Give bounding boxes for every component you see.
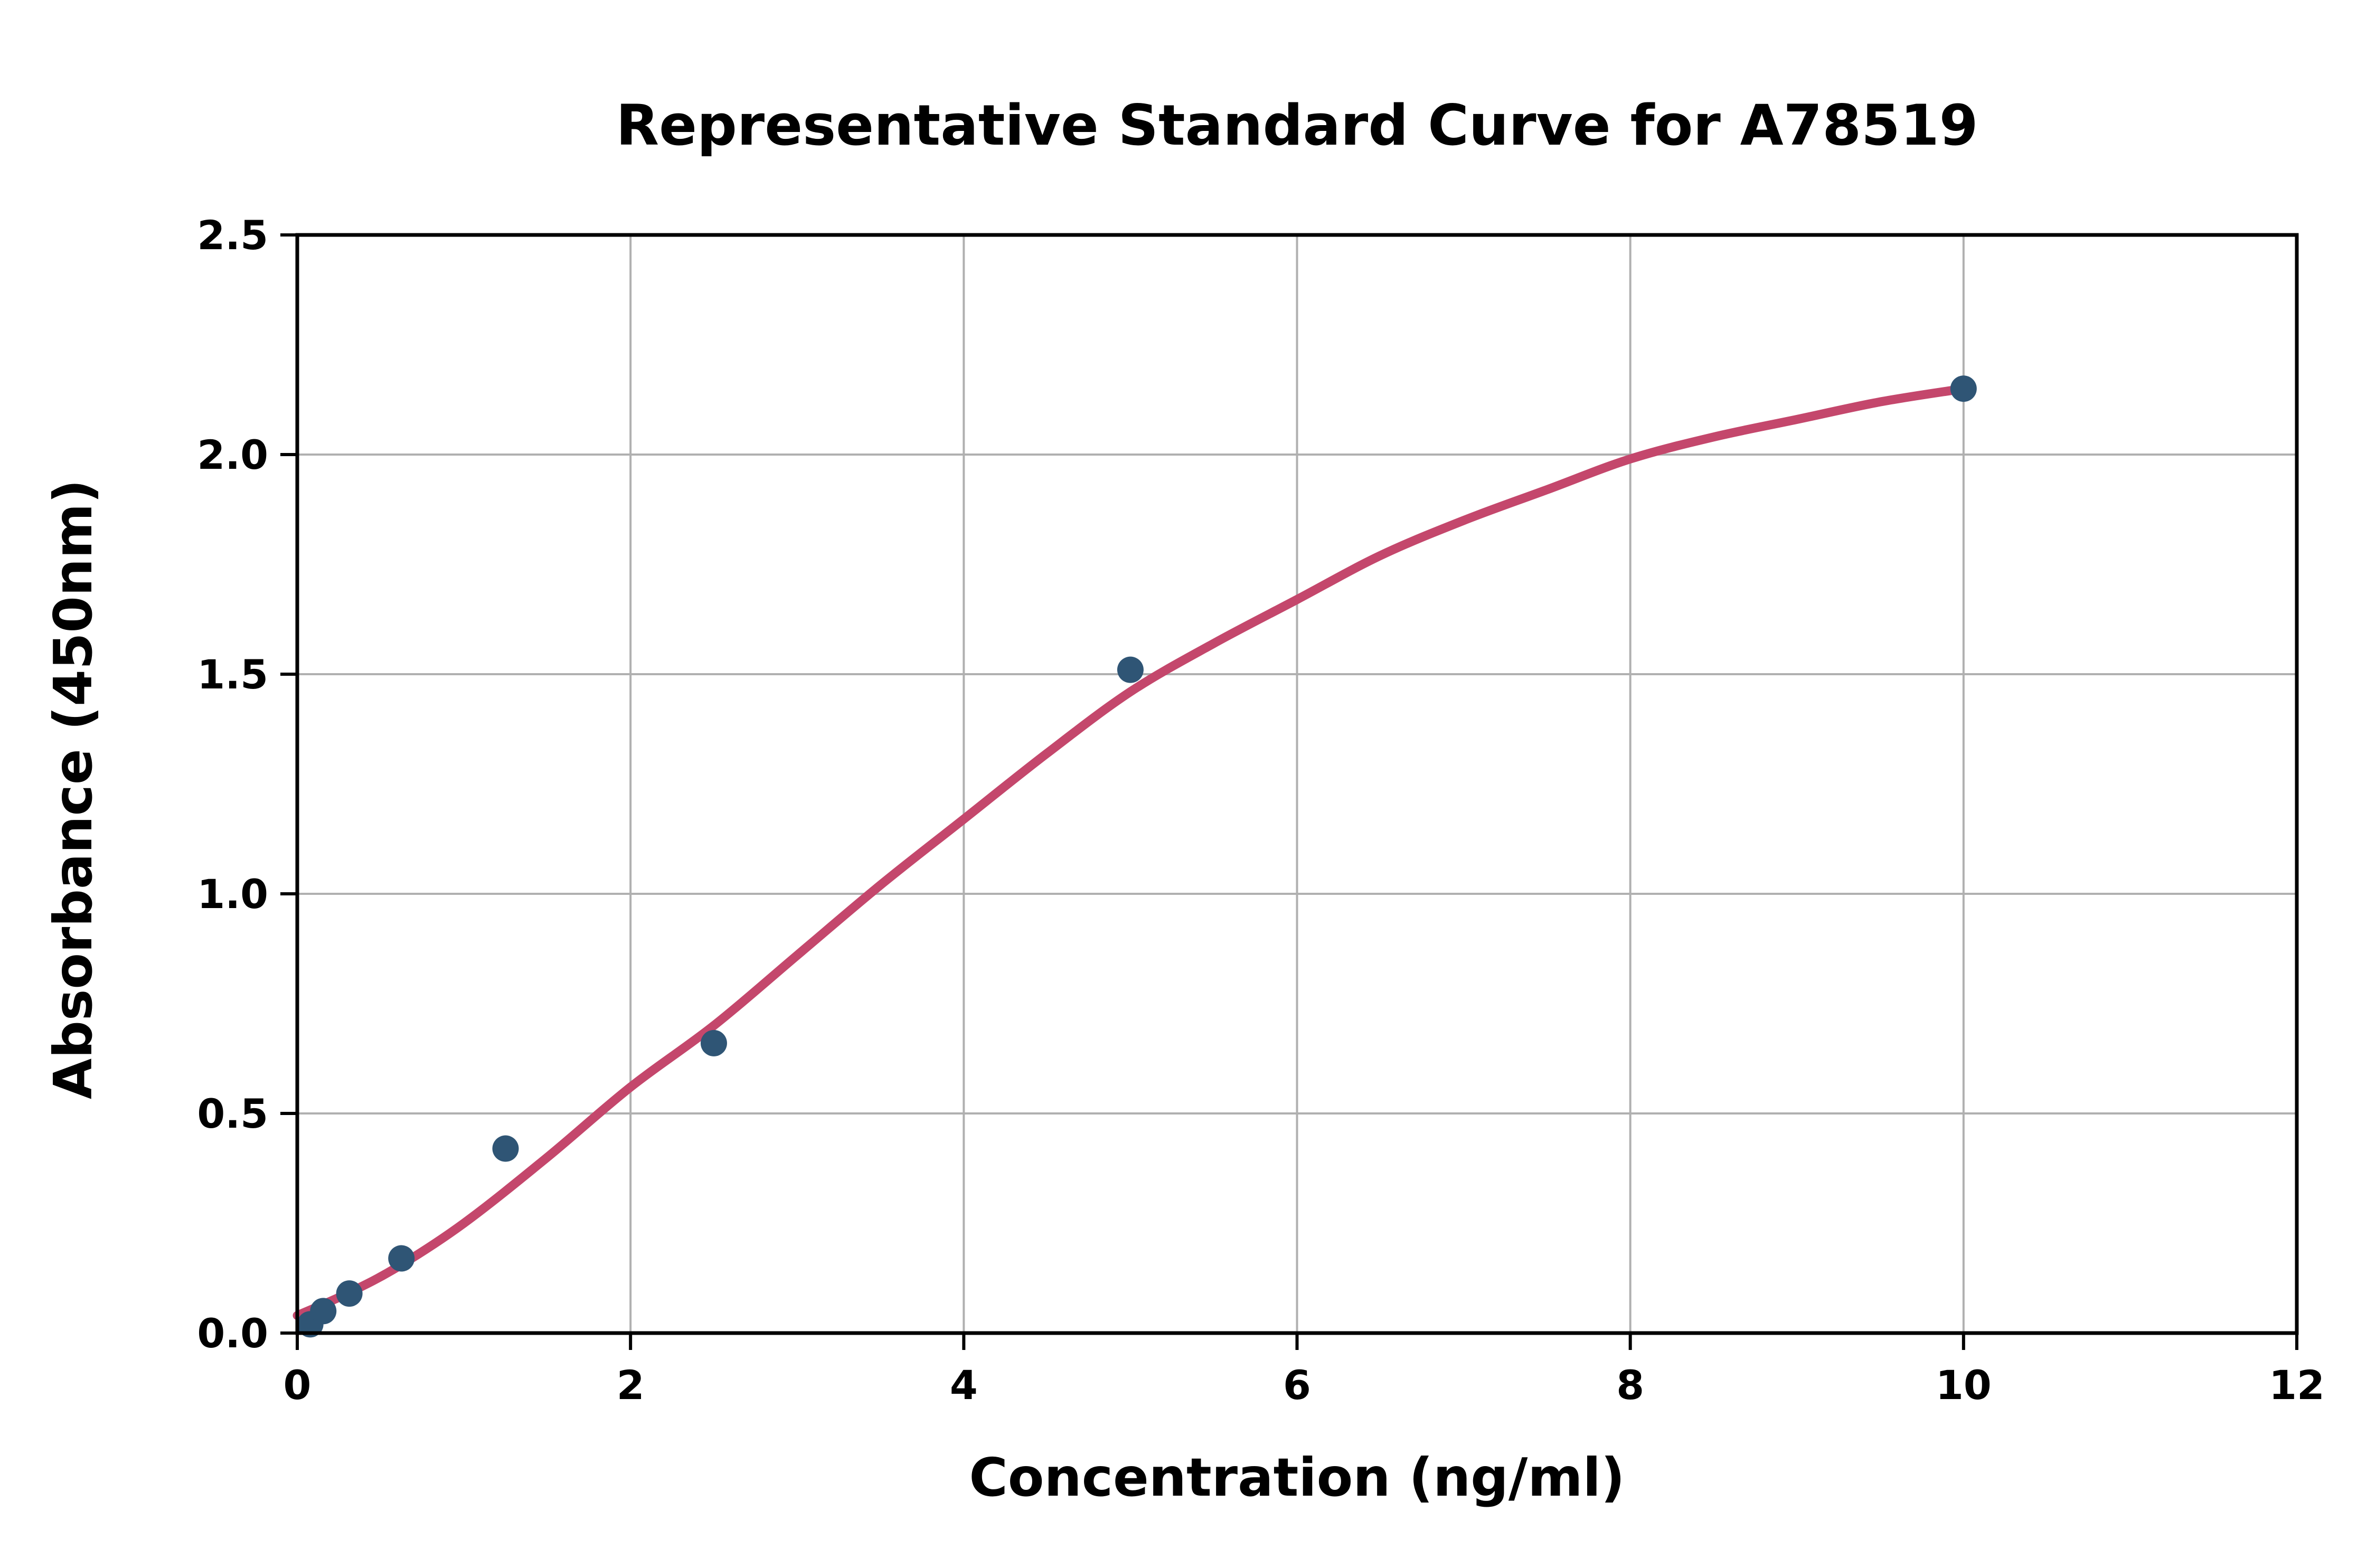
y-axis-label: Absorbance (450nm) — [42, 479, 104, 1100]
data-point — [1117, 656, 1144, 683]
data-point — [388, 1245, 415, 1272]
y-tick-label: 0.5 — [197, 1090, 268, 1137]
x-tick-label: 6 — [1283, 1362, 1311, 1409]
data-point — [1950, 375, 1977, 402]
x-tick-label: 0 — [284, 1362, 312, 1409]
x-axis-label: Concentration (ng/ml) — [969, 1447, 1625, 1508]
chart-title: Representative Standard Curve for A78519 — [616, 93, 1978, 158]
data-point — [700, 1029, 727, 1056]
x-tick-label: 12 — [2269, 1362, 2325, 1409]
y-tick-label: 1.0 — [197, 871, 268, 918]
y-tick-label: 0.0 — [197, 1310, 268, 1357]
fit-curve — [293, 384, 1968, 1320]
plot-border — [295, 233, 2299, 1335]
data-point — [492, 1135, 519, 1162]
x-tick-label: 10 — [1936, 1362, 1992, 1409]
data-point — [310, 1298, 337, 1325]
x-tick-label: 8 — [1616, 1362, 1644, 1409]
y-tick-label: 1.5 — [197, 651, 268, 698]
x-tick-label: 2 — [617, 1362, 645, 1409]
y-tick-label: 2.5 — [197, 212, 268, 259]
x-tick-label: 4 — [950, 1362, 978, 1409]
y-tick-label: 2.0 — [197, 431, 268, 478]
data-point — [336, 1280, 363, 1307]
